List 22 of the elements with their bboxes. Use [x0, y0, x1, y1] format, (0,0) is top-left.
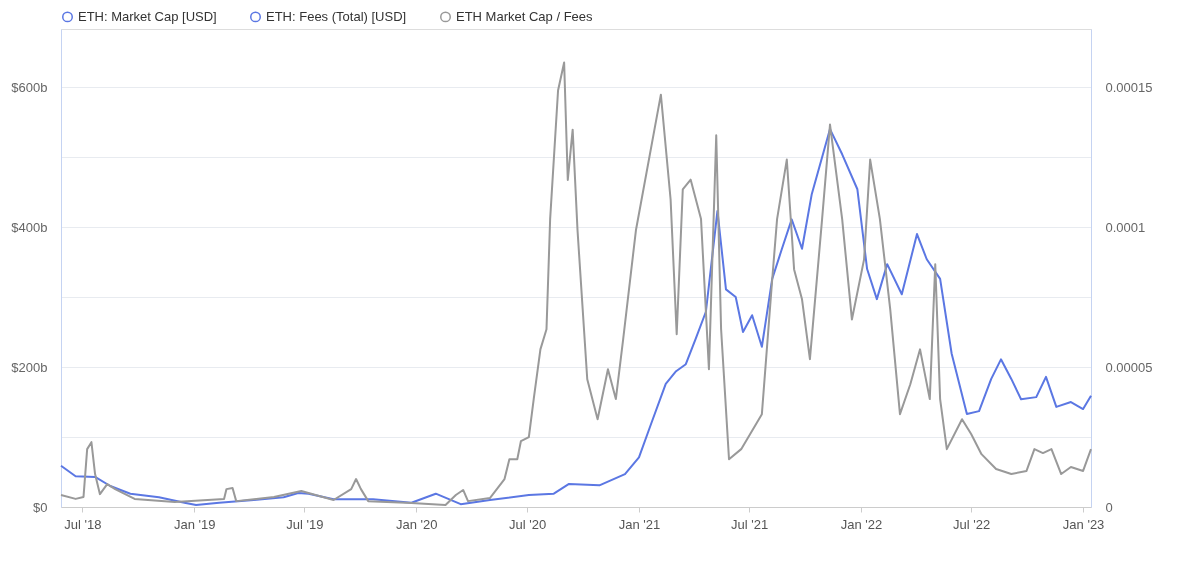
y2-tick-label: 0.00015 — [1105, 80, 1153, 96]
y-tick-label: $400b — [11, 219, 48, 235]
y-tick-label: $0 — [33, 499, 48, 515]
legend-label: ETH: Market Cap [USD] — [78, 8, 217, 24]
x-tick-label: Jan '21 — [618, 516, 661, 532]
x-tick-label: Jul '21 — [731, 516, 769, 532]
y2-tick-label: 0.00005 — [1105, 359, 1153, 375]
y-tick-label: $600b — [11, 79, 48, 95]
x-tick-label: Jul '18 — [64, 516, 102, 532]
x-tick-label: Jul '20 — [508, 516, 547, 532]
y2-tick-label: 0 — [1105, 499, 1113, 515]
x-tick-label: Jul '22 — [953, 516, 991, 532]
x-tick-label: Jan '22 — [840, 516, 883, 532]
y2-tick-label: 0.0001 — [1105, 219, 1146, 235]
legend-label: ETH Market Cap / Fees — [456, 8, 594, 24]
x-tick-label: Jan '23 — [1062, 516, 1105, 532]
x-tick-label: Jan '20 — [396, 516, 438, 532]
y-tick-label: $200b — [11, 359, 48, 375]
x-tick-label: Jan '19 — [173, 516, 216, 532]
x-tick-label: Jul '19 — [286, 516, 324, 532]
line-series — [60, 61, 1092, 507]
legend-label: ETH: Fees (Total) [USD] — [266, 8, 407, 24]
